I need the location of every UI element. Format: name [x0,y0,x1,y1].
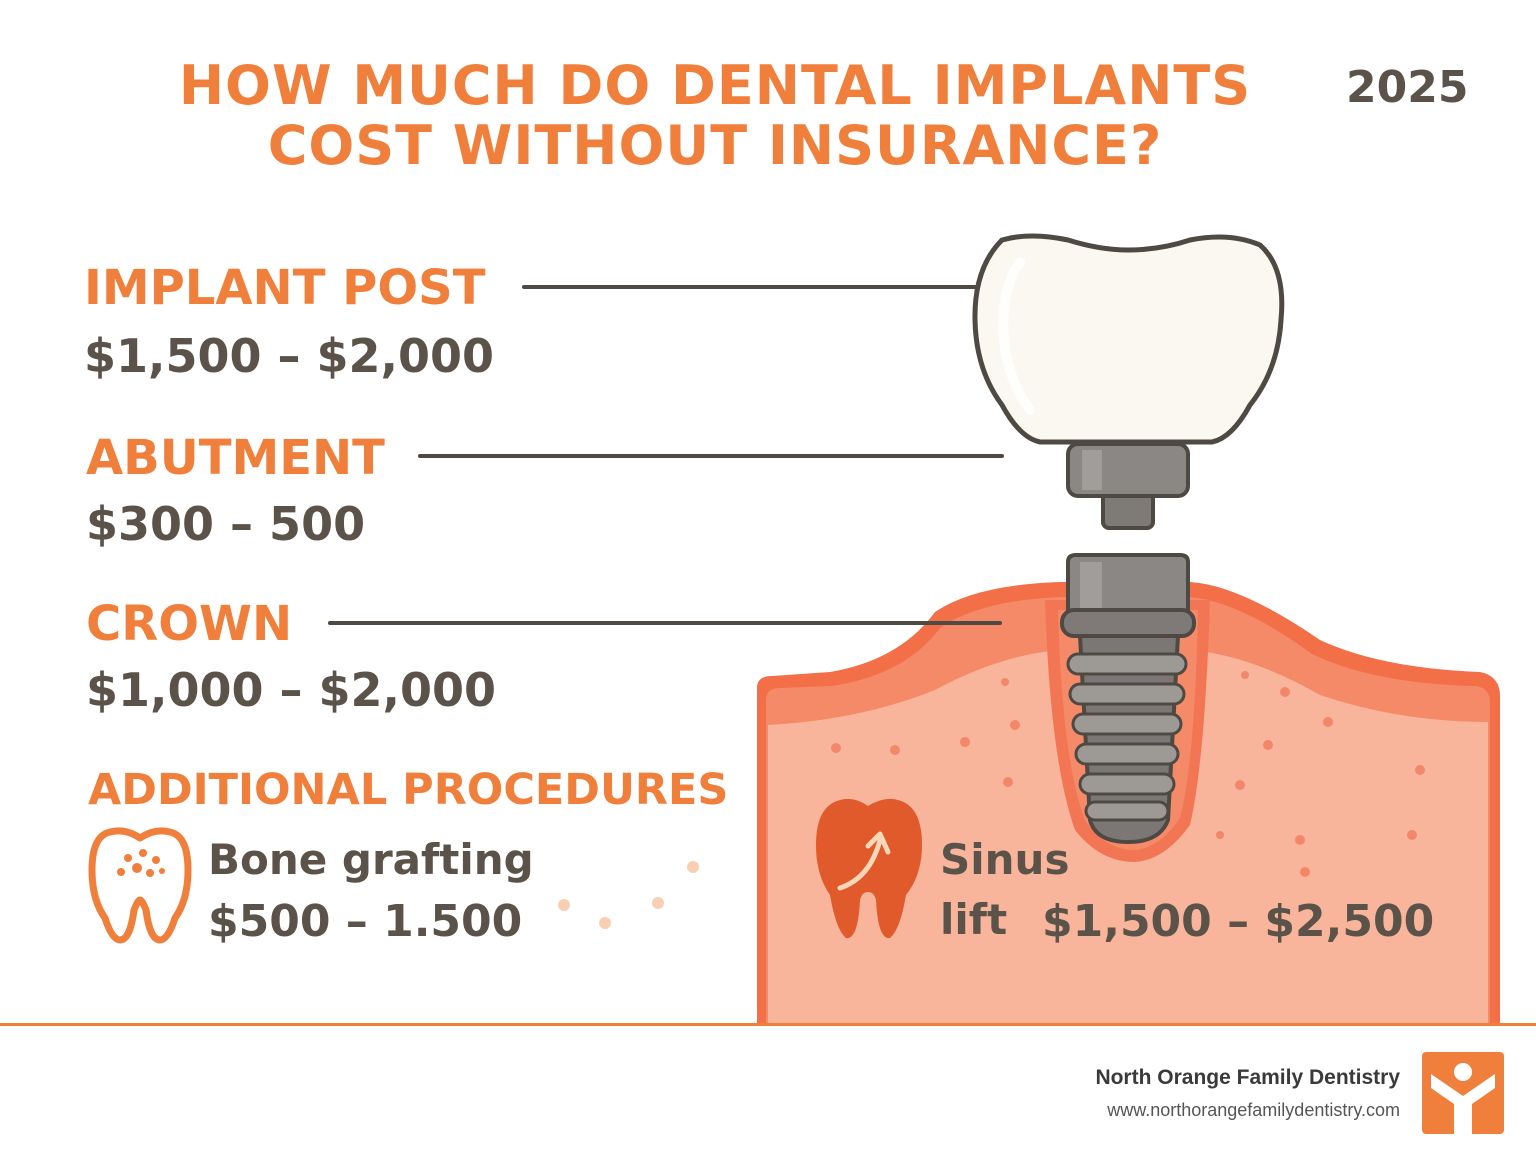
tooth-arrow-icon [816,798,922,939]
abutment-leader-line [418,454,1004,458]
sinus-lift-price: $1,500 – $2,500 [1042,896,1435,947]
bone-grafting-price: $500 – 1.500 [208,896,523,947]
footer-divider [0,1023,1536,1026]
crown-shape [972,233,1285,445]
practice-name: North Orange Family Dentistry [1095,1066,1400,1089]
additional-procedures-heading: ADDITIONAL PROCEDURES [88,765,729,815]
title-line-2: COST WITHOUT INSURANCE? [267,114,1163,177]
implant-post-price: $1,500 – $2,000 [84,329,495,383]
person-logo-icon [1422,1052,1504,1134]
year-label: 2025 [1346,62,1469,113]
implant-screw [1060,553,1196,845]
crown-label: CROWN [86,596,293,652]
tooth-outline-icon [88,827,192,944]
sinus-lift-label-line-2: lift [940,895,1008,944]
crown-price: $1,000 – $2,000 [86,663,497,717]
abutment-price: $300 – 500 [86,497,366,551]
bone-grafting-label: Bone grafting [208,835,534,884]
crown-leader-line [328,621,1002,625]
title-line-1: HOW MUCH DO DENTAL IMPLANTS [178,54,1252,117]
page-title: HOW MUCH DO DENTAL IMPLANTS COST WITHOUT… [60,56,1370,176]
implant-post-label: IMPLANT POST [84,260,486,316]
graft-particles [558,861,699,929]
abutment-label: ABUTMENT [86,430,385,486]
implant-post-leader-line [522,285,978,289]
sinus-lift-label-line-1: Sinus [940,835,1070,884]
practice-url[interactable]: www.northorangefamilydentistry.com [1107,1100,1400,1120]
abutment-shape [1066,442,1190,530]
